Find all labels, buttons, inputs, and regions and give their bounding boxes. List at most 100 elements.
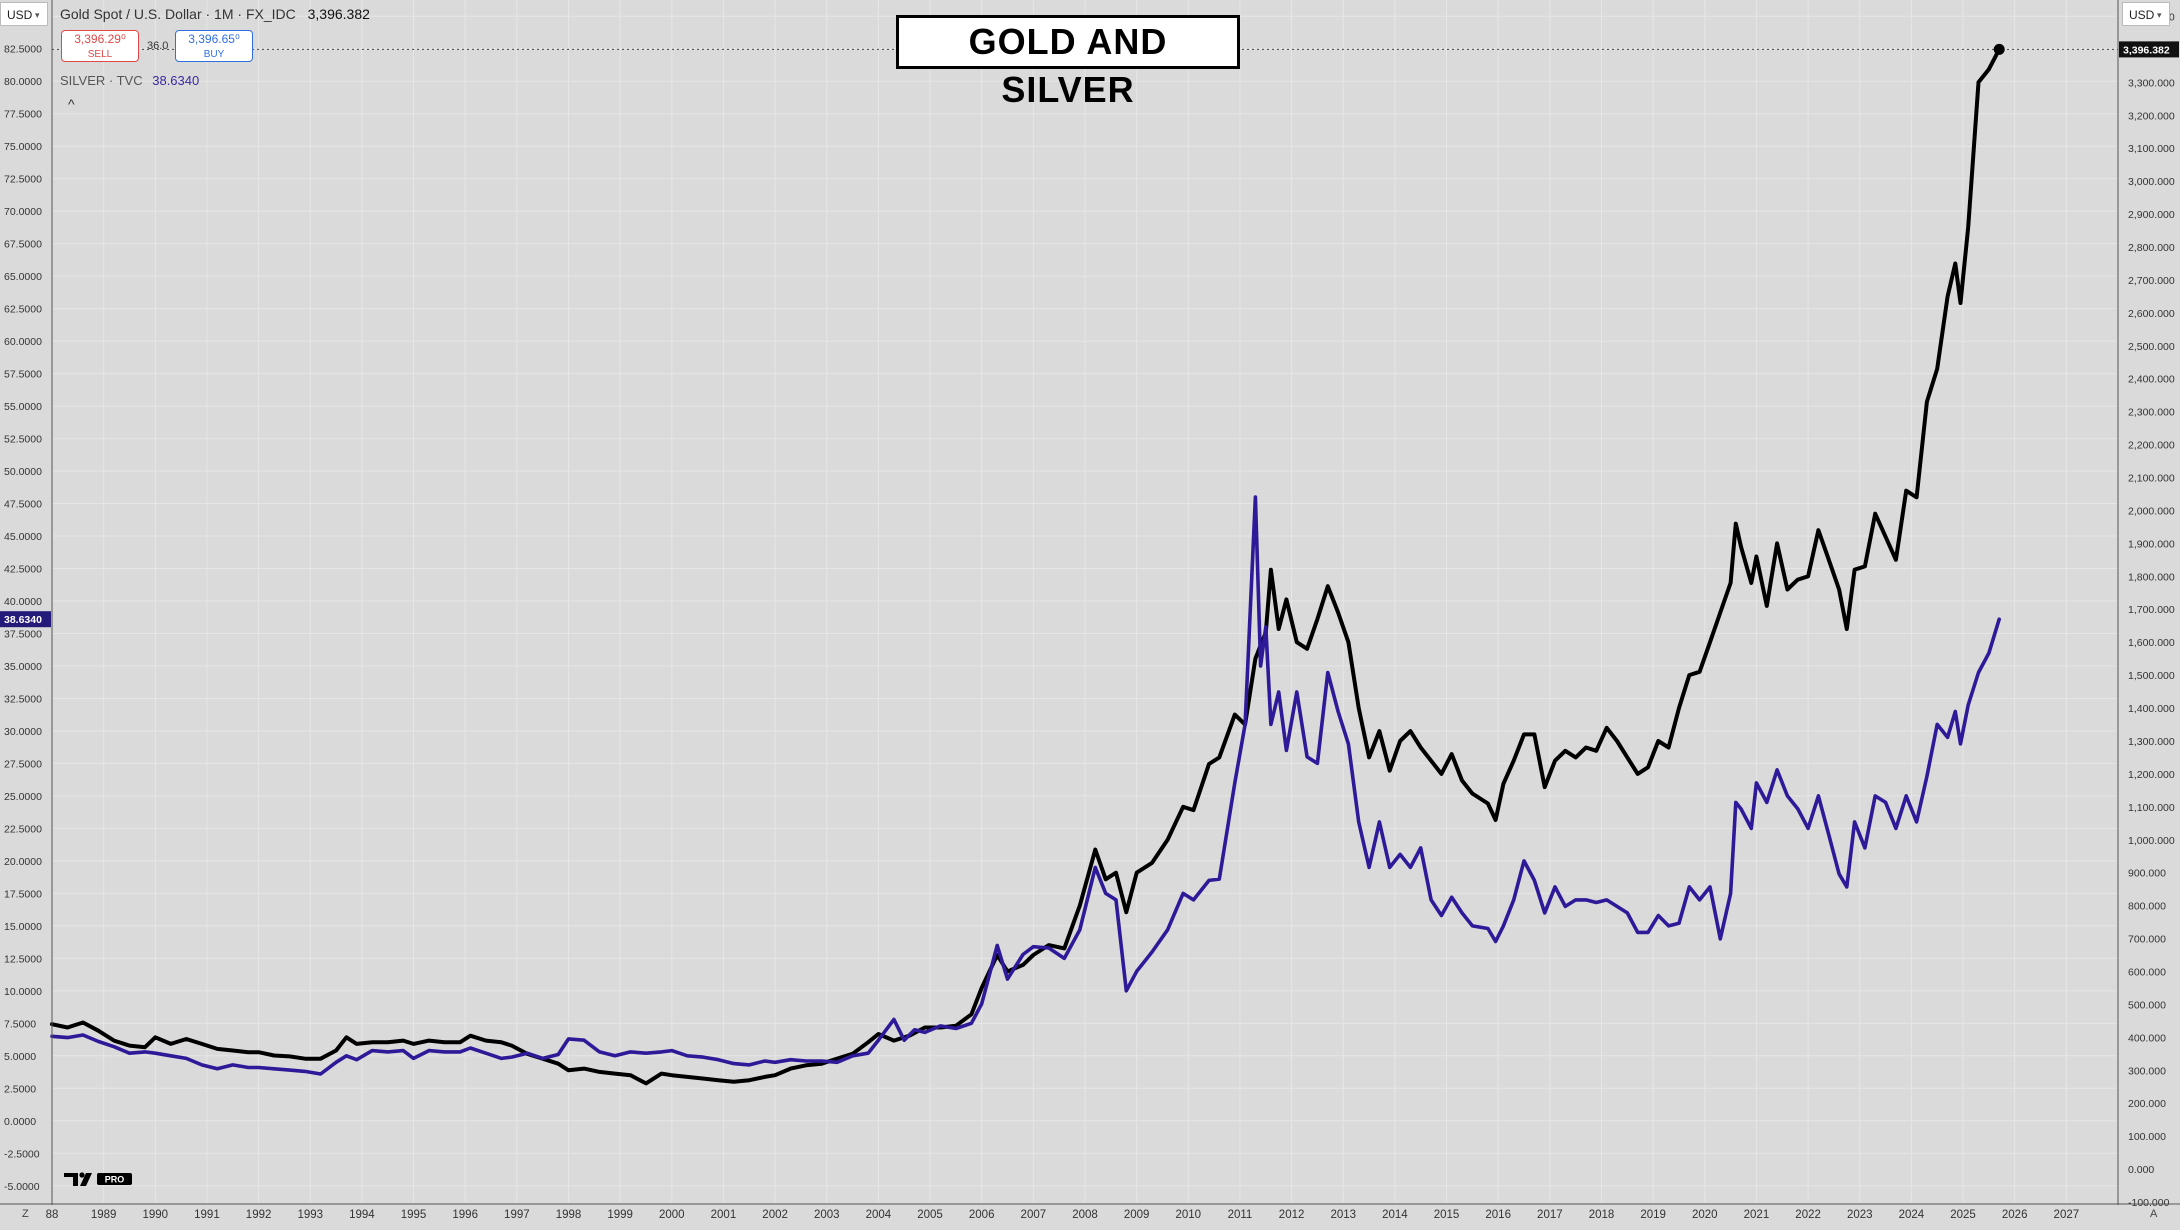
left-tick-label: 32.5000 [4, 693, 42, 705]
currency-label-right: USD [2129, 8, 2155, 22]
x-tick-label: 2027 [2054, 1209, 2080, 1221]
sell-price: 3,396.29⁰ [74, 32, 126, 46]
x-tick-label: 2024 [1899, 1209, 1925, 1221]
right-tick-label: 1,900.000 [2128, 538, 2175, 550]
left-tick-label: 0.0000 [4, 1116, 36, 1128]
gold-last-point [1993, 43, 2005, 55]
left-tick-label: 77.5000 [4, 109, 42, 121]
x-tick-label: 2023 [1847, 1209, 1873, 1221]
x-tick-label: 2022 [1795, 1209, 1821, 1221]
sell-label: SELL [87, 49, 113, 60]
right-tick-label: 1,800.000 [2128, 571, 2175, 583]
left-tick-label: 30.0000 [4, 726, 42, 738]
x-tick-label: 1997 [504, 1209, 530, 1221]
right-tick-label: 1,400.000 [2128, 703, 2175, 715]
silver-price-badge: 38.6340 [0, 611, 51, 628]
currency-select-left[interactable]: USD ▾ [0, 2, 48, 26]
right-tick-label: -100.000 [2128, 1197, 2170, 1209]
right-tick-label: 100.000 [2128, 1131, 2166, 1143]
left-tick-label: 42.5000 [4, 564, 42, 576]
axis-button-left[interactable]: Z [22, 1208, 29, 1220]
x-tick-label: 1995 [401, 1209, 427, 1221]
left-tick-label: 72.5000 [4, 174, 42, 186]
right-tick-label: 2,100.000 [2128, 473, 2175, 485]
left-tick-label: 45.0000 [4, 531, 42, 543]
left-tick-label: 5.0000 [4, 1051, 36, 1063]
x-tick-label: 2005 [917, 1209, 943, 1221]
right-tick-label: 1,000.000 [2128, 835, 2175, 847]
x-tick-label: 2008 [1072, 1209, 1098, 1221]
x-tick-label: 2021 [1744, 1209, 1770, 1221]
right-tick-label: 1,600.000 [2128, 637, 2175, 649]
x-tick-label: 1991 [194, 1209, 220, 1221]
x-tick-label: 2000 [659, 1209, 685, 1221]
gold-series-line [50, 47, 2002, 1086]
left-tick-label: -2.5000 [4, 1148, 40, 1160]
x-tick-label: 2016 [1485, 1209, 1511, 1221]
left-tick-label: 40.0000 [4, 596, 42, 608]
silver-legend[interactable]: SILVER · TVC 38.6340 [60, 73, 199, 88]
x-tick-label: 2013 [1330, 1209, 1356, 1221]
x-tick-label: 2014 [1382, 1209, 1408, 1221]
x-tick-label: 2026 [2002, 1209, 2028, 1221]
right-tick-label: 2,800.000 [2128, 242, 2175, 254]
right-tick-label: 3,100.000 [2128, 143, 2175, 155]
silver-price-badge-label: 38.6340 [4, 614, 42, 626]
left-tick-label: 25.0000 [4, 791, 42, 803]
left-tick-label: 2.5000 [4, 1083, 36, 1095]
tradingview-logo-icon[interactable]: PRO [64, 1170, 134, 1188]
right-tick-label: 3,000.000 [2128, 176, 2175, 188]
right-tick-label: 3,300.000 [2128, 77, 2175, 89]
x-tick-label: 2003 [814, 1209, 840, 1221]
left-tick-label: 57.5000 [4, 369, 42, 381]
x-tick-label: 1990 [143, 1209, 169, 1221]
grid-lines [51, 0, 2118, 1202]
axis-button-right[interactable]: A [2150, 1208, 2158, 1220]
left-tick-label: 20.0000 [4, 856, 42, 868]
right-tick-label: 2,600.000 [2128, 308, 2175, 320]
buy-button[interactable]: 3,396.65⁰ BUY [175, 30, 253, 62]
x-tick-label: 2012 [1279, 1209, 1305, 1221]
pro-badge: PRO [105, 1175, 125, 1185]
left-tick-label: 67.5000 [4, 239, 42, 251]
right-tick-label: 200.000 [2128, 1098, 2166, 1110]
x-tick-label: 2009 [1124, 1209, 1150, 1221]
x-tick-label: 2017 [1537, 1209, 1563, 1221]
x-tick-label: 2010 [1176, 1209, 1202, 1221]
x-tick-label: 1989 [91, 1209, 117, 1221]
chevron-down-icon: ▾ [2157, 10, 2162, 20]
right-tick-label: 1,700.000 [2128, 604, 2175, 616]
buy-price: 3,396.65⁰ [188, 32, 240, 46]
left-tick-label: 60.0000 [4, 336, 42, 348]
left-tick-label: 17.5000 [4, 888, 42, 900]
right-tick-label: 700.000 [2128, 934, 2166, 946]
chevron-up-icon[interactable]: ^ [68, 96, 75, 112]
left-tick-label: 37.5000 [4, 628, 42, 640]
right-tick-label: 2,900.000 [2128, 209, 2175, 221]
left-tick-label: 7.5000 [4, 1018, 36, 1030]
gold-price-badge: 3,396.382 [2119, 41, 2179, 58]
x-tick-label: 1992 [246, 1209, 272, 1221]
x-tick-label: 1998 [556, 1209, 582, 1221]
right-tick-label: 2,500.000 [2128, 341, 2175, 353]
sell-button[interactable]: 3,396.29⁰ SELL [61, 30, 139, 62]
right-tick-label: 2,700.000 [2128, 275, 2175, 287]
symbol-last-price: 3,396.382 [307, 6, 370, 22]
left-tick-label: 27.5000 [4, 758, 42, 770]
right-tick-label: 500.000 [2128, 999, 2166, 1011]
buy-label: BUY [203, 49, 225, 60]
left-tick-label: 47.5000 [4, 499, 42, 511]
right-tick-label: 1,100.000 [2128, 802, 2175, 814]
left-tick-label: 75.0000 [4, 141, 42, 153]
x-tick-label: 2001 [711, 1209, 737, 1221]
left-tick-label: 22.5000 [4, 823, 42, 835]
currency-select-right[interactable]: USD ▾ [2122, 2, 2170, 26]
right-tick-label: 2,400.000 [2128, 374, 2175, 386]
silver-legend-name: SILVER · TVC [60, 73, 143, 88]
chevron-down-icon: ▾ [35, 10, 40, 20]
symbol-header[interactable]: Gold Spot / U.S. Dollar · 1M · FX_IDC 3,… [60, 6, 370, 22]
x-tick-label: 2015 [1434, 1209, 1460, 1221]
right-tick-label: 1,500.000 [2128, 670, 2175, 682]
